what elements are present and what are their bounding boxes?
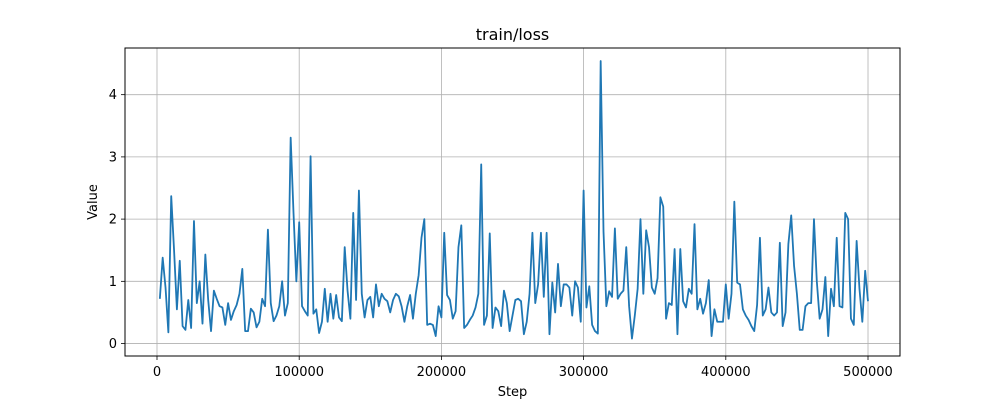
chart-title: train/loss [476,25,550,44]
plot-frame [124,47,901,357]
x-tick-label: 200000 [417,365,467,380]
plot-area [158,60,869,340]
x-tick-label: 300000 [559,365,609,380]
y-tick-label: 4 [109,88,117,103]
y-axis-label: Value [86,184,101,220]
series-line-0 [158,60,869,340]
axis-ticks: 0 100000 200000 300000 400000 500000 0 1 2 3 4 [109,88,893,380]
x-axis-label: Step [498,385,528,400]
y-tick-label: 2 [109,213,117,228]
x-tick-label: 500000 [843,365,893,380]
x-tick-label: 0 [153,365,161,380]
y-tick-label: 1 [109,275,117,290]
y-tick-label: 0 [109,337,117,352]
x-tick-label: 100000 [274,365,324,380]
gridlines [125,48,900,356]
x-tick-label: 400000 [701,365,751,380]
y-tick-label: 3 [109,150,117,165]
